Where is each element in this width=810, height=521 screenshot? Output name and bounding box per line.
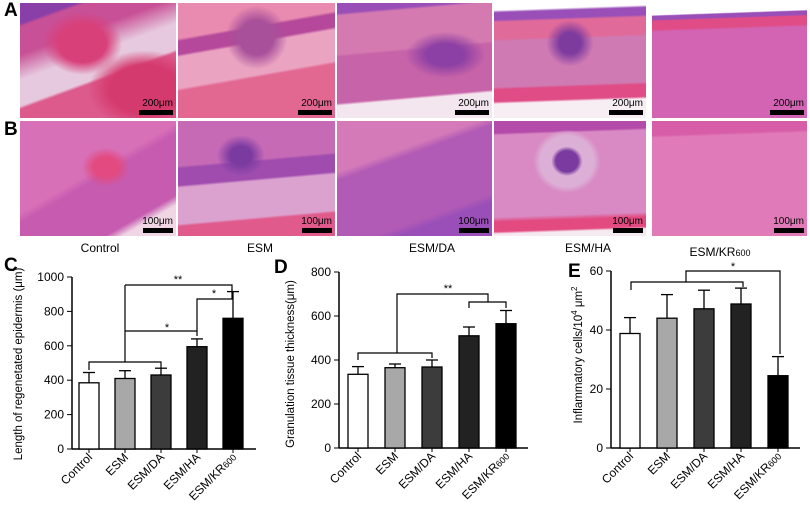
tick-label: 60 bbox=[590, 264, 604, 278]
bar-esm-ha bbox=[458, 335, 480, 449]
tick-label: 800 bbox=[311, 265, 331, 279]
bar-esm bbox=[114, 377, 136, 450]
x-label-control: Control bbox=[599, 449, 636, 486]
panel-b-label: B bbox=[4, 119, 18, 140]
x-label-esm: ESM bbox=[373, 449, 401, 477]
bar-esm-da bbox=[421, 366, 443, 449]
tick-label: 200 bbox=[44, 408, 64, 422]
tick-label: 800 bbox=[44, 304, 64, 318]
micrograph-a-esm-da: 200μm bbox=[337, 3, 492, 118]
tick-label: 400 bbox=[44, 373, 64, 387]
micrograph-b-esm: 100μm bbox=[178, 121, 335, 236]
sig-label: * bbox=[165, 322, 170, 334]
tick-label: 600 bbox=[44, 339, 64, 353]
tick-label: 400 bbox=[311, 353, 331, 367]
bar-esm-kr600 bbox=[495, 323, 517, 449]
micrograph-b-esm-da: 100μm bbox=[337, 121, 492, 236]
tick-label: 0 bbox=[596, 441, 603, 455]
panel-d-label: D bbox=[274, 257, 288, 278]
sig-label: * bbox=[212, 288, 217, 300]
scale-bar: 200μm bbox=[139, 99, 173, 115]
group-label-control: Control bbox=[80, 241, 120, 255]
chart-e-ylabel: Inflammatory cells/104 μm2 bbox=[570, 286, 585, 424]
bar-esm-ha bbox=[186, 346, 208, 450]
scale-bar: 100μm bbox=[612, 217, 643, 233]
panel-a-label: A bbox=[4, 0, 18, 21]
bar-esm-da bbox=[150, 374, 172, 450]
chart-e: Inflammatory cells/104 μm2 0 20 40 60 bbox=[570, 261, 800, 502]
scale-bar: 100μm bbox=[142, 217, 173, 233]
tick-label: 600 bbox=[311, 309, 331, 323]
x-label-esm-da: ESM/DA bbox=[396, 449, 438, 491]
scale-bar: 100μm bbox=[773, 217, 804, 233]
bar-control bbox=[347, 373, 369, 449]
bar-control bbox=[619, 332, 641, 449]
significance-brackets bbox=[357, 293, 507, 360]
micrograph-a-esm: 200μm bbox=[178, 3, 335, 118]
group-label-esm-da: ESM/DA bbox=[408, 241, 455, 255]
micrograph-a-control: 200μm bbox=[20, 3, 176, 118]
tick-label: 20 bbox=[590, 382, 604, 396]
bar-esm-kr600 bbox=[222, 317, 244, 450]
tick-label: 0 bbox=[324, 441, 331, 455]
bar-esm bbox=[656, 317, 678, 449]
x-label-esm: ESM bbox=[645, 449, 673, 477]
tick-label: 0 bbox=[57, 442, 64, 456]
micrograph-b-control: 100μm bbox=[20, 121, 176, 236]
x-label-esm: ESM bbox=[103, 450, 131, 478]
scale-bar: 200μm bbox=[770, 99, 804, 115]
x-label-esm-da: ESM/DA bbox=[125, 450, 167, 492]
chart-d-ylabel: Granulation tissue thickness(μm) bbox=[285, 280, 297, 448]
panel-e-label: E bbox=[568, 261, 581, 282]
chart-c: Length of regenetated epidermis (μm) 0 2… bbox=[13, 268, 256, 503]
scale-bar: 200μm bbox=[609, 99, 643, 115]
bar-esm bbox=[384, 367, 406, 449]
group-label-esm-kr600: ESM/KR600 bbox=[689, 245, 751, 259]
panel-c-label: C bbox=[4, 255, 18, 276]
tick-label: 40 bbox=[590, 323, 604, 337]
x-label-control: Control bbox=[327, 449, 364, 486]
bar-esm-kr600 bbox=[767, 375, 789, 449]
scale-bar: 100μm bbox=[458, 217, 489, 233]
chart-d: Granulation tissue thickness(μm) 0 200 4… bbox=[285, 265, 528, 502]
scale-bar: 100μm bbox=[301, 217, 332, 233]
bar-esm-da bbox=[693, 308, 715, 449]
bar-esm-ha bbox=[730, 303, 752, 449]
scale-bar: 200μm bbox=[298, 99, 332, 115]
significance-brackets bbox=[630, 270, 781, 354]
micrograph-a-esm-kr600: 200μm bbox=[652, 3, 807, 118]
x-label-esm-da: ESM/DA bbox=[668, 449, 710, 491]
scale-bar: 200μm bbox=[455, 99, 489, 115]
tick-label: 1000 bbox=[37, 270, 64, 284]
group-label-esm: ESM bbox=[246, 241, 273, 255]
micrograph-b-esm-ha: 100μm bbox=[494, 121, 646, 236]
micrograph-a-esm-ha: 200μm bbox=[494, 3, 646, 118]
tick-label: 200 bbox=[311, 397, 331, 411]
sig-label: ** bbox=[444, 283, 453, 295]
sig-label: * bbox=[731, 261, 736, 273]
micrograph-b-esm-kr600: 100μm bbox=[652, 121, 807, 236]
group-label-esm-ha: ESM/HA bbox=[564, 241, 611, 255]
chart-c-ylabel: Length of regenetated epidermis (μm) bbox=[13, 268, 25, 461]
significance-brackets bbox=[88, 284, 233, 370]
bar-control bbox=[78, 382, 100, 450]
sig-label: ** bbox=[174, 274, 183, 286]
